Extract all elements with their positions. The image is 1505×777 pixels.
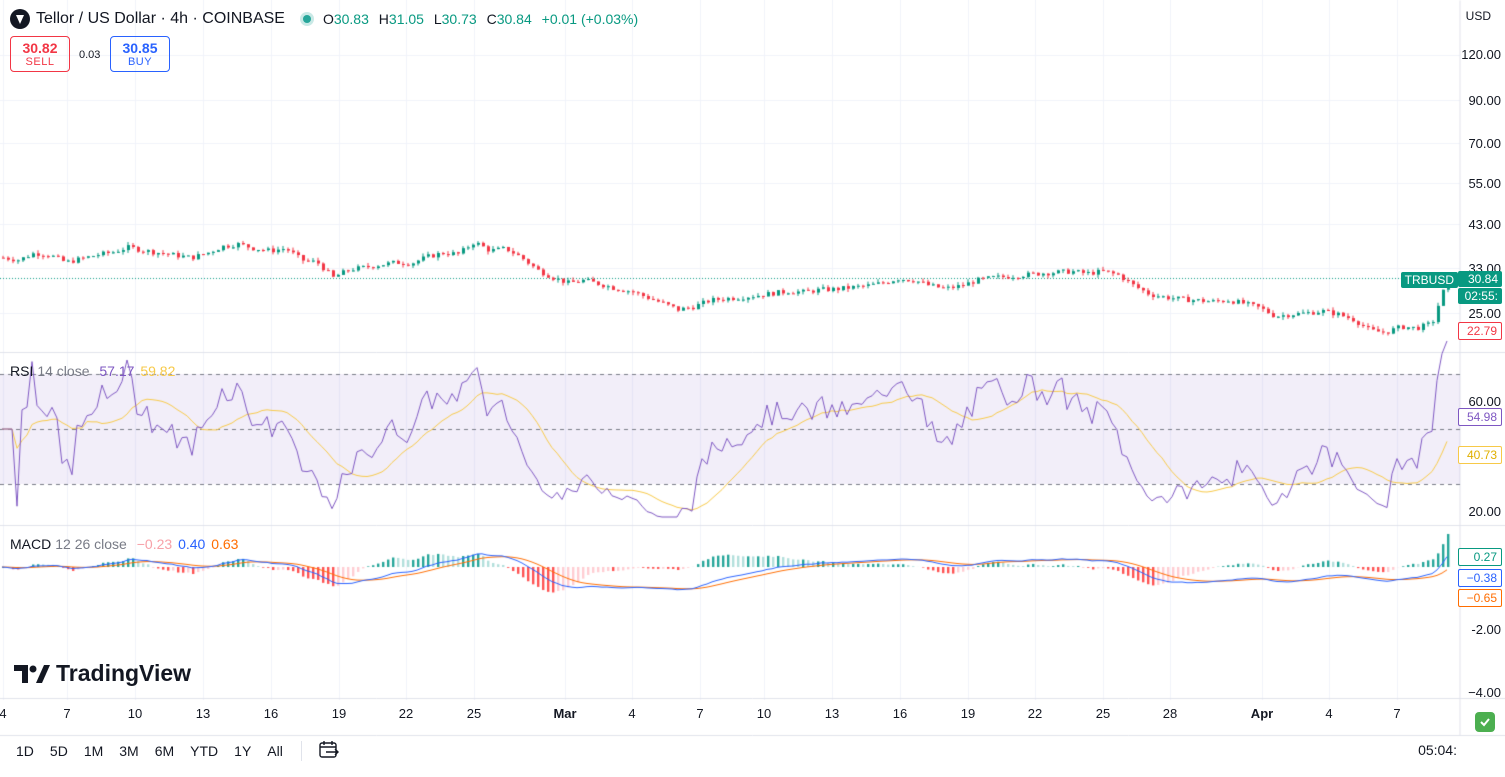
time-axis-label: 10 — [756, 706, 772, 721]
time-axis-label: 22 — [398, 706, 414, 721]
time-axis-label: 16 — [263, 706, 279, 721]
tradingview-brand: TradingView — [56, 660, 192, 686]
time-axis-label: 19 — [960, 706, 976, 721]
currency-label[interactable]: USD — [1465, 9, 1491, 23]
range-1y-button[interactable]: 1Y — [234, 743, 252, 759]
status-check-icon[interactable] — [1475, 712, 1495, 732]
time-axis-label: 4 — [628, 706, 636, 721]
range-ytd-button[interactable]: YTD — [190, 743, 219, 759]
price-axis-label: 90.00 — [1468, 93, 1501, 108]
price-axis-label: 43.00 — [1468, 217, 1501, 232]
market-open-indicator-icon — [302, 15, 311, 23]
time-axis-label: 13 — [195, 706, 211, 721]
date-range-calendar-icon[interactable] — [318, 740, 340, 763]
time-axis-label: 4 — [0, 706, 7, 721]
time-axis-label: Apr — [1250, 706, 1274, 721]
price-axis-label: 70.00 — [1468, 136, 1501, 151]
time-axis-label: 19 — [331, 706, 347, 721]
tellor-logo-icon — [10, 9, 30, 29]
toolbar-divider — [300, 741, 302, 761]
price-axis-label: 120.00 — [1461, 47, 1501, 62]
ohlc-values: O30.83 H31.05 L30.73 C30.84 +0.01 (+0.03… — [322, 11, 639, 27]
macd-legend[interactable]: MACD 12 26 close −0.23 0.40 0.63 — [10, 536, 239, 552]
range-1m-button[interactable]: 1M — [83, 743, 104, 759]
time-axis-label: 16 — [892, 706, 908, 721]
bottom-toolbar: 1D 5D 1M 3M 6M YTD 1Y All — [0, 733, 1505, 769]
rsi-value-badge: 54.98 — [1458, 408, 1502, 426]
time-axis-label: Mar — [553, 706, 577, 721]
time-axis-label: 13 — [824, 706, 840, 721]
price-axis-label: 55.00 — [1468, 176, 1501, 191]
range-1d-button[interactable]: 1D — [16, 743, 34, 759]
rsi-axis-label: 60.00 — [1468, 394, 1501, 409]
time-axis-label: 22 — [1027, 706, 1043, 721]
rsi-axis-label: 20.00 — [1468, 504, 1501, 519]
macd-signal-badge: −0.65 — [1458, 589, 1502, 607]
spread-value: 0.03 — [79, 49, 101, 61]
range-3m-button[interactable]: 3M — [119, 743, 139, 759]
range-all-button[interactable]: All — [267, 743, 283, 759]
symbol-title[interactable]: Tellor / US Dollar · 4h · COINBASE — [36, 10, 285, 27]
time-axis-label: 7 — [696, 706, 704, 721]
time-axis-label: 4 — [1325, 706, 1333, 721]
range-6m-button[interactable]: 6M — [154, 743, 175, 759]
rsi-ma-badge: 40.73 — [1458, 446, 1502, 464]
macd-axis-label: −4.00 — [1468, 685, 1501, 700]
sell-button[interactable]: 30.82 SELL — [10, 36, 70, 72]
rsi-legend[interactable]: RSI 14 close 57.17 59.82 — [10, 363, 176, 379]
time-axis-label: 25 — [1095, 706, 1111, 721]
tradingview-logo-icon — [14, 664, 50, 683]
time-axis-label: 7 — [1393, 706, 1401, 721]
time-axis-label: 10 — [127, 706, 143, 721]
tradingview-logo[interactable]: TradingView — [14, 660, 191, 687]
symbol-header: Tellor / US Dollar · 4h · COINBASE O30.8… — [10, 8, 644, 30]
macd-axis-label: -2.00 — [1471, 622, 1501, 637]
low-price-badge: 22.79 — [1458, 322, 1502, 340]
last-price-badge: 30.84 — [1458, 271, 1502, 287]
macd-hist-badge: 0.27 — [1458, 548, 1502, 566]
time-axis-label: 25 — [466, 706, 482, 721]
symbol-price-badge: TRBUSD — [1400, 272, 1458, 288]
macd-line-badge: −0.38 — [1458, 569, 1502, 587]
clock-label[interactable]: 05:04: — [1418, 742, 1457, 758]
time-axis-label: 7 — [63, 706, 71, 721]
candle-countdown-badge: 02:55: — [1458, 288, 1502, 304]
time-axis-label: 28 — [1162, 706, 1178, 721]
buy-button[interactable]: 30.85 BUY — [110, 36, 170, 72]
range-5d-button[interactable]: 5D — [49, 743, 68, 759]
price-axis-label: 25.00 — [1468, 306, 1501, 321]
